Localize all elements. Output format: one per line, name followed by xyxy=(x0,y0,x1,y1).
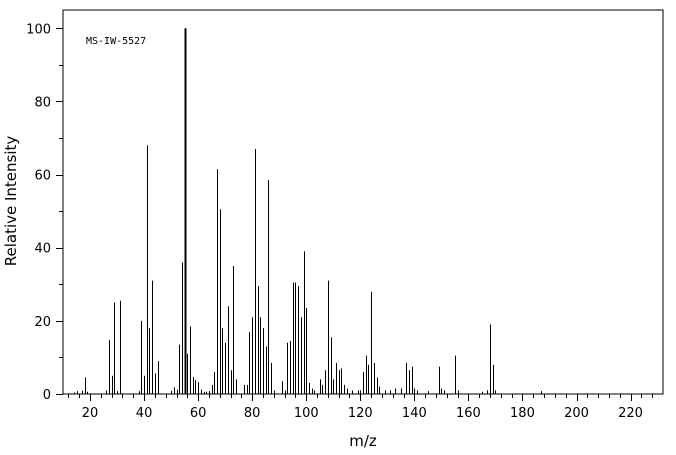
x-tick-label-120: 120 xyxy=(348,406,373,421)
x-tick-label-80: 80 xyxy=(244,406,261,421)
x-tick-label-60: 60 xyxy=(190,406,207,421)
y-tick-label-80: 80 xyxy=(34,95,51,110)
y-tick-label-20: 20 xyxy=(34,315,51,330)
x-axis-title: m/z xyxy=(349,432,377,450)
sample-annotation: MS-IW-5527 xyxy=(86,36,146,47)
x-tick-label-220: 220 xyxy=(618,406,643,421)
y-tick-label-40: 40 xyxy=(34,242,51,257)
x-tick-label-200: 200 xyxy=(564,406,589,421)
peak-series xyxy=(74,28,542,394)
x-tick-label-160: 160 xyxy=(456,406,481,421)
y-tick-label-100: 100 xyxy=(26,22,51,37)
y-tick-label-60: 60 xyxy=(34,169,51,184)
x-tick-label-20: 20 xyxy=(82,406,99,421)
x-tick-label-180: 180 xyxy=(510,406,535,421)
x-tick-label-40: 40 xyxy=(136,406,153,421)
y-tick-label-0: 0 xyxy=(43,388,51,403)
y-axis-title: Relative Intensity xyxy=(2,136,20,267)
x-tick-label-140: 140 xyxy=(402,406,427,421)
x-tick-label-100: 100 xyxy=(294,406,319,421)
y-axis-ticks: 0 20 40 60 80 100 xyxy=(26,22,63,403)
x-axis-ticks: 20 40 60 80 100 120 140 160 180 200 220 xyxy=(68,394,653,421)
